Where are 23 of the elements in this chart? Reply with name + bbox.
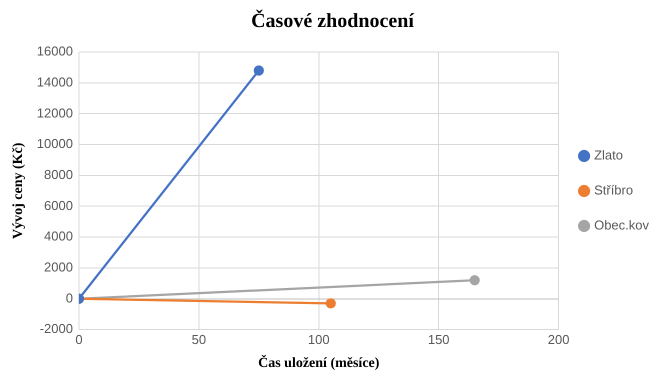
y-tick-label: 6000 xyxy=(44,198,73,213)
legend-label: Zlato xyxy=(594,148,623,163)
y-tick-label: 16000 xyxy=(36,44,73,59)
point xyxy=(326,298,336,309)
y-tick-label: 0 xyxy=(66,290,73,306)
x-axis-title: Čas uložení (měsíce) xyxy=(258,354,380,372)
legend-label: Stříbro xyxy=(594,182,634,198)
y-tick-label: 14000 xyxy=(36,74,73,90)
y-tick-label: -2000 xyxy=(40,321,73,336)
y-tick-label: 8000 xyxy=(44,166,73,182)
x-tick-label: 0 xyxy=(75,332,83,347)
y-tick-label: 4000 xyxy=(44,228,73,244)
y-axis-title: Vývoj ceny (Kč) xyxy=(11,142,26,240)
y-tick-label: 10000 xyxy=(36,136,73,152)
x-tick-label: 150 xyxy=(428,332,450,347)
x-tick-label: 100 xyxy=(308,332,330,347)
chart-title: Časové zhodnocení xyxy=(251,9,414,32)
y-tick-label: 12000 xyxy=(36,105,73,120)
x-tick-label: 50 xyxy=(192,332,206,347)
y-tick-label: 2000 xyxy=(44,259,73,274)
point xyxy=(470,275,480,286)
x-tick-label: 200 xyxy=(548,332,570,347)
legend-label: Obec.kov xyxy=(594,218,650,233)
